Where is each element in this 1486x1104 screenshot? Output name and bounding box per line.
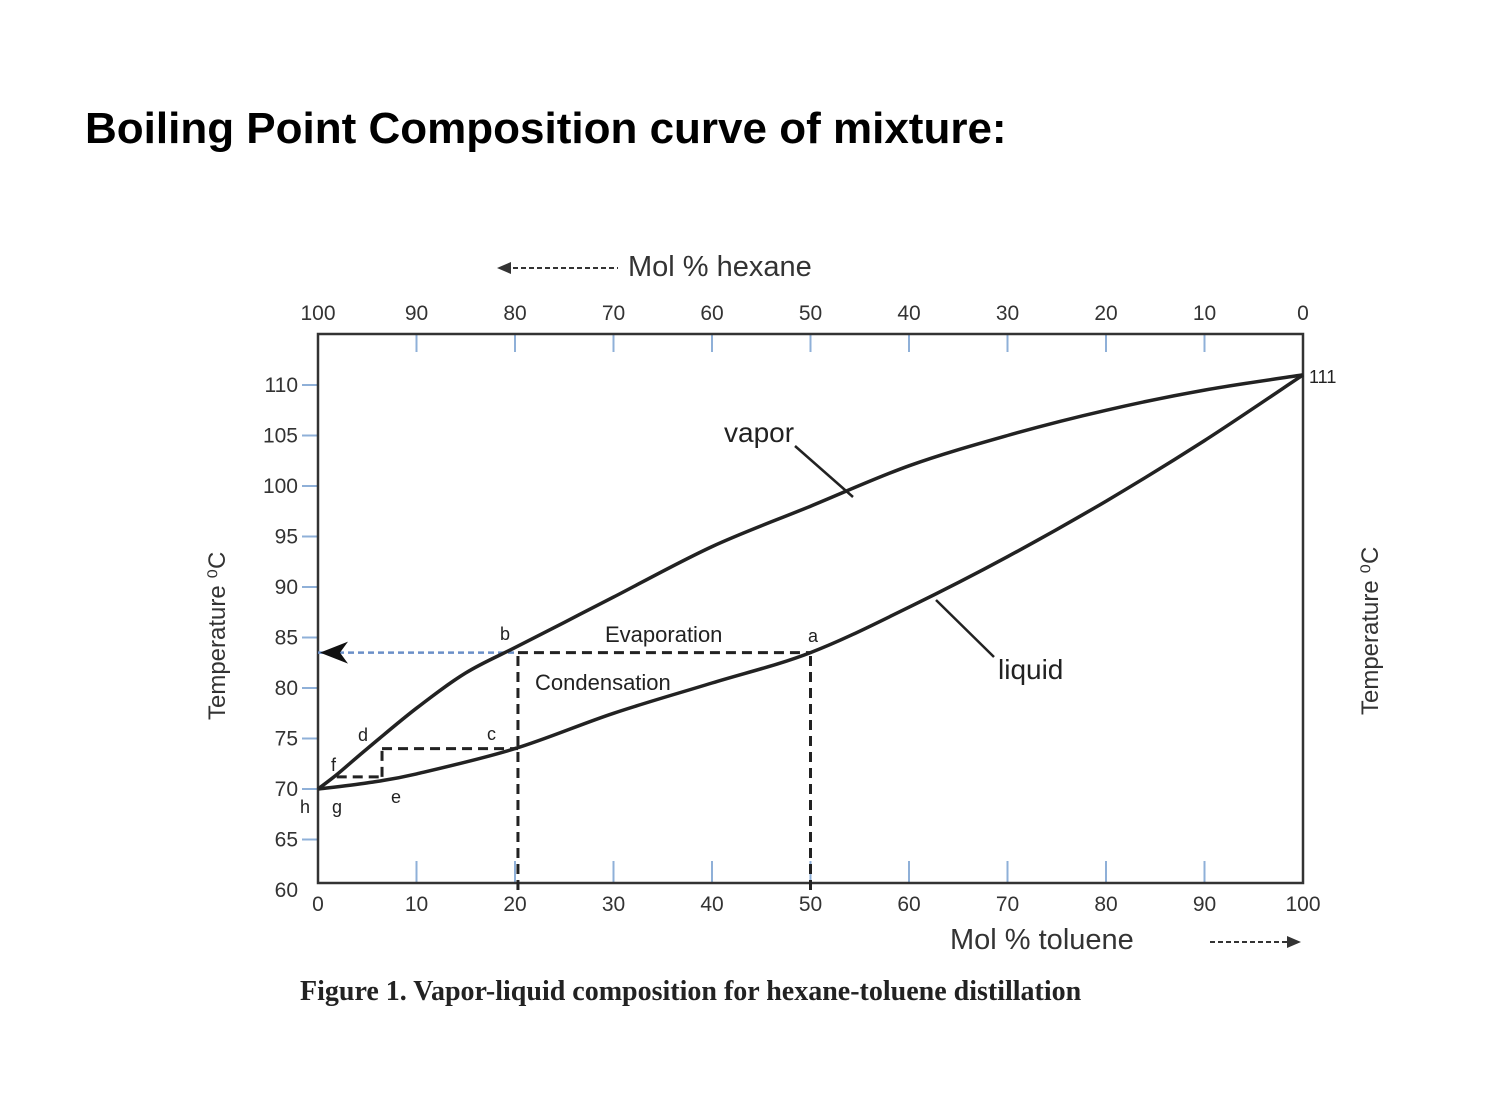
tick-marks bbox=[302, 334, 1206, 883]
point-label-c: c bbox=[487, 724, 496, 744]
x2-tick-label: 60 bbox=[700, 302, 723, 325]
evaporation-label: Evaporation bbox=[605, 622, 722, 647]
condensation-label: Condensation bbox=[535, 670, 671, 695]
right-axis-title: Temperature ⁰C bbox=[1357, 547, 1384, 715]
top-left-arrow bbox=[497, 262, 618, 274]
x2-tick-label: 10 bbox=[1193, 302, 1216, 325]
point-label-g: g bbox=[332, 797, 342, 817]
x2-tick-label: 20 bbox=[1094, 302, 1117, 325]
left-axis-title: Temperature ⁰C bbox=[204, 552, 231, 720]
liquid-curve bbox=[317, 373, 1304, 791]
x-tick-label: 40 bbox=[700, 893, 723, 916]
curves bbox=[316, 373, 1304, 791]
x2-tick-label: 30 bbox=[996, 302, 1019, 325]
x-tick-label: 70 bbox=[996, 893, 1019, 916]
x-tick-label: 20 bbox=[503, 893, 526, 916]
y-tick-label: 70 bbox=[275, 778, 298, 801]
liquid-label: liquid bbox=[998, 654, 1063, 685]
point-label-a: a bbox=[808, 626, 819, 646]
y-tick-label: 80 bbox=[275, 677, 298, 700]
x-tick-label: 80 bbox=[1094, 893, 1117, 916]
x-tick-label: 0 bbox=[312, 893, 324, 916]
x-tick-label: 30 bbox=[602, 893, 625, 916]
y-tick-label: 110 bbox=[265, 374, 298, 397]
x-tick-label: 60 bbox=[897, 893, 920, 916]
x-tick-label: 90 bbox=[1193, 893, 1216, 916]
figure-caption: Figure 1. Vapor-liquid composition for h… bbox=[300, 976, 1082, 1007]
bottom-right-arrow bbox=[1210, 936, 1301, 948]
x-tick-label: 50 bbox=[799, 893, 822, 916]
vapor-curve bbox=[316, 373, 1304, 791]
point-label-e: e bbox=[391, 787, 401, 807]
top-axis-title: Mol % hexane bbox=[628, 251, 812, 283]
point-label-d: d bbox=[358, 725, 368, 745]
y-tick-label: 100 bbox=[263, 475, 298, 498]
x2-tick-label: 70 bbox=[602, 302, 625, 325]
x2-tick-label: 80 bbox=[503, 302, 526, 325]
y-tick-label: 85 bbox=[275, 627, 298, 650]
bottom-axis-title: Mol % toluene bbox=[950, 924, 1134, 956]
vapor-pointer bbox=[794, 445, 854, 498]
y-tick-label: 65 bbox=[275, 829, 298, 852]
slide-title: Boiling Point Composition curve of mixtu… bbox=[85, 104, 1007, 153]
x2-tick-label: 90 bbox=[405, 302, 428, 325]
y-tick-label: 90 bbox=[275, 576, 298, 599]
point-label-b: b bbox=[500, 624, 510, 644]
x2-tick-label: 100 bbox=[300, 302, 335, 325]
y-tick-label: 105 bbox=[263, 425, 298, 448]
y-tick-label: 60 bbox=[275, 879, 298, 902]
x2-tick-label: 50 bbox=[799, 302, 822, 325]
x2-tick-label: 0 bbox=[1297, 302, 1309, 325]
x-tick-label: 10 bbox=[405, 893, 428, 916]
construction-lines bbox=[318, 641, 812, 890]
right-end-label: 111 bbox=[1309, 367, 1336, 387]
y-tick-label: 95 bbox=[275, 526, 298, 549]
vapor-label: vapor bbox=[724, 417, 794, 448]
y-tick-label: 75 bbox=[275, 728, 298, 751]
construction-arrowhead bbox=[320, 641, 348, 664]
x2-tick-label: 40 bbox=[897, 302, 920, 325]
point-label-f: f bbox=[331, 755, 337, 775]
point-label-h: h bbox=[300, 797, 310, 817]
x-tick-label: 100 bbox=[1285, 893, 1320, 916]
liquid-pointer bbox=[935, 599, 995, 658]
